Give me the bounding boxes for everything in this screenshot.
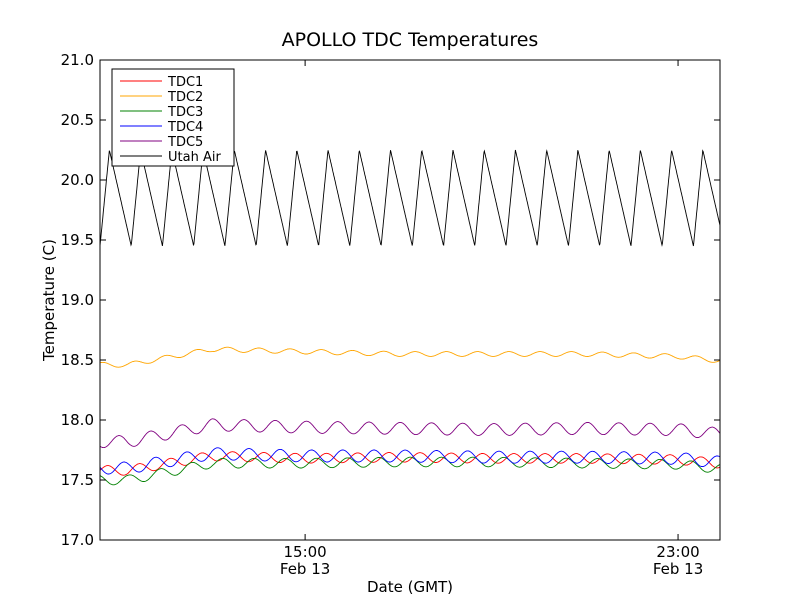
legend-entry: TDC1: [167, 75, 203, 90]
x-axis-label: Date (GMT): [367, 578, 453, 596]
y-tick-label: 20.0: [61, 171, 94, 189]
plot-area: [100, 149, 720, 486]
series-line-tdc5: [100, 418, 720, 449]
series-line-tdc2: [100, 346, 720, 368]
y-tick-label: 20.5: [61, 111, 94, 129]
y-tick-label: 17.5: [61, 471, 94, 489]
y-tick-label: 17.0: [61, 531, 94, 549]
legend-entry: TDC2: [167, 90, 203, 105]
series-line-tdc3: [100, 456, 720, 486]
legend-entry: Utah Air: [168, 150, 221, 165]
legend-box: [111, 68, 235, 167]
chart-title: APOLLO TDC Temperatures: [282, 29, 539, 51]
series-line-tdc1: [100, 451, 720, 476]
y-axis-label: Temperature (C): [40, 239, 58, 362]
x-tick-label-date: Feb 13: [653, 560, 703, 578]
legend-entry: TDC5: [167, 135, 203, 150]
x-tick-label-time: 15:00: [283, 543, 326, 561]
legend-entry: TDC4: [167, 120, 203, 135]
y-tick-label: 19.0: [61, 291, 94, 309]
y-axis: 17.0 17.5 18.0 18.5 19.0 19.5 20.0 20.5 21.0: [61, 51, 720, 549]
x-tick-label-time: 23:00: [656, 543, 699, 561]
y-tick-label: 21.0: [61, 51, 94, 69]
legend-entry: TDC3: [167, 105, 203, 120]
series-line-tdc4: [100, 447, 720, 475]
y-tick-label: 18.5: [61, 351, 94, 369]
y-tick-label: 19.5: [61, 231, 94, 249]
x-tick-label-date: Feb 13: [280, 560, 330, 578]
y-tick-label: 18.0: [61, 411, 94, 429]
